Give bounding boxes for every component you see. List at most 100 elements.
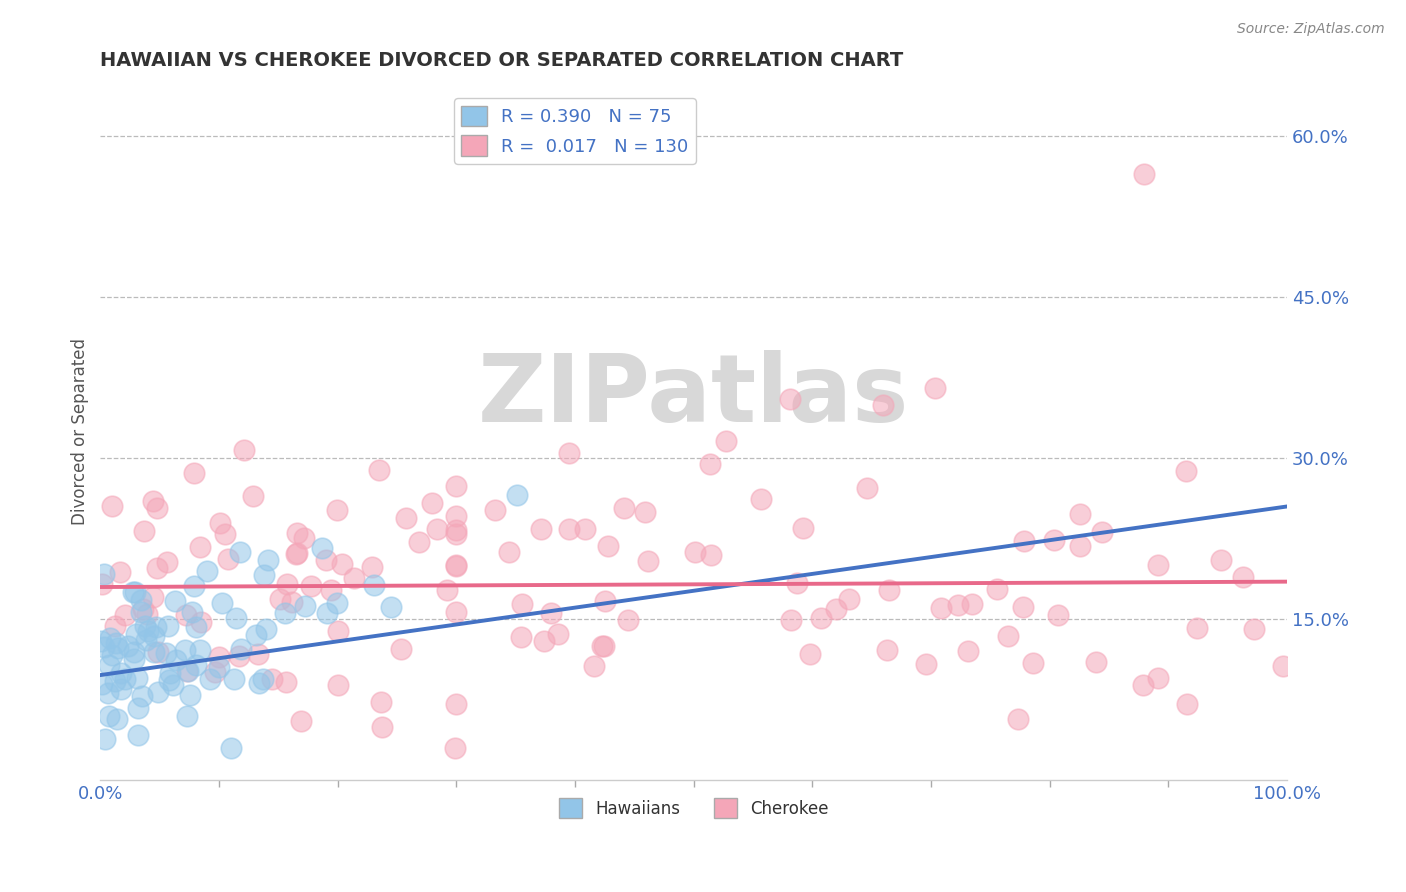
Point (1091, 525, 1114, 540)
Point (395, 511, 418, 525)
Point (779, 392, 801, 407)
Point (285, 548, 308, 562)
Point (1185, 621, 1208, 635)
Point (1084, 656, 1107, 670)
Point (90, 633, 112, 648)
Point (100, 500, 122, 514)
Point (380, 599, 402, 614)
Point (285, 526, 308, 541)
Point (436, 583, 458, 598)
Point (165, 653, 187, 667)
Point (370, 695, 392, 709)
Point (509, 630, 531, 644)
Point (1043, 533, 1066, 547)
Point (108, 565, 131, 579)
Point (876, 643, 898, 657)
Point (174, 642, 197, 657)
Point (997, 629, 1019, 643)
Point (260, 672, 283, 686)
Point (186, 620, 208, 634)
Point (101, 648, 124, 662)
Point (929, 600, 952, 615)
Point (343, 571, 366, 585)
Point (107, 712, 129, 726)
Point (547, 627, 569, 641)
Point (176, 709, 198, 723)
Point (316, 606, 339, 620)
Point (214, 527, 236, 541)
Point (127, 728, 149, 742)
Point (162, 678, 184, 692)
Y-axis label: Divorced or Separated: Divorced or Separated (72, 338, 89, 524)
Point (231, 642, 253, 657)
Point (426, 522, 449, 536)
Point (321, 583, 343, 598)
Point (1069, 540, 1091, 554)
Point (242, 489, 264, 503)
Point (530, 522, 553, 536)
Point (114, 608, 136, 623)
Point (946, 598, 969, 612)
Point (176, 665, 198, 679)
Point (825, 602, 848, 616)
Point (190, 615, 212, 630)
Point (986, 582, 1008, 597)
Point (180, 605, 202, 619)
Point (274, 675, 297, 690)
Point (98, 709, 121, 723)
Point (1271, 659, 1294, 673)
Point (446, 605, 468, 619)
Point (506, 488, 529, 502)
Point (209, 516, 232, 531)
Point (1007, 712, 1029, 726)
Point (254, 622, 277, 636)
Point (714, 434, 737, 448)
Point (124, 651, 146, 665)
Point (146, 560, 169, 574)
Point (122, 584, 145, 599)
Point (136, 607, 159, 622)
Point (229, 545, 252, 559)
Point (98, 631, 121, 645)
Text: ZIPatlas: ZIPatlas (478, 351, 910, 442)
Point (616, 613, 638, 627)
Point (446, 523, 468, 537)
Point (104, 619, 127, 633)
Point (228, 649, 250, 664)
Point (1174, 465, 1197, 479)
Point (751, 492, 773, 507)
Point (299, 579, 322, 593)
Point (872, 398, 894, 412)
Point (363, 578, 385, 592)
Point (1146, 671, 1168, 685)
Point (110, 682, 132, 697)
Point (281, 595, 304, 609)
Point (325, 502, 347, 516)
Point (1022, 656, 1045, 670)
Point (94, 731, 117, 746)
Point (176, 664, 198, 678)
Point (129, 592, 152, 607)
Point (156, 555, 179, 569)
Point (114, 672, 136, 686)
Point (127, 701, 149, 715)
Point (389, 641, 412, 656)
Point (208, 649, 231, 664)
Point (188, 643, 211, 657)
Point (110, 665, 132, 680)
Point (125, 671, 148, 685)
Point (146, 645, 169, 659)
Point (91, 676, 114, 690)
Point (256, 553, 278, 567)
Point (877, 582, 900, 597)
Point (269, 591, 291, 606)
Point (792, 520, 814, 534)
Point (142, 591, 165, 605)
Point (131, 689, 153, 703)
Point (1133, 167, 1156, 181)
Point (914, 657, 936, 671)
Point (163, 594, 186, 608)
Point (1243, 622, 1265, 636)
Point (1069, 507, 1091, 521)
Point (780, 613, 803, 627)
